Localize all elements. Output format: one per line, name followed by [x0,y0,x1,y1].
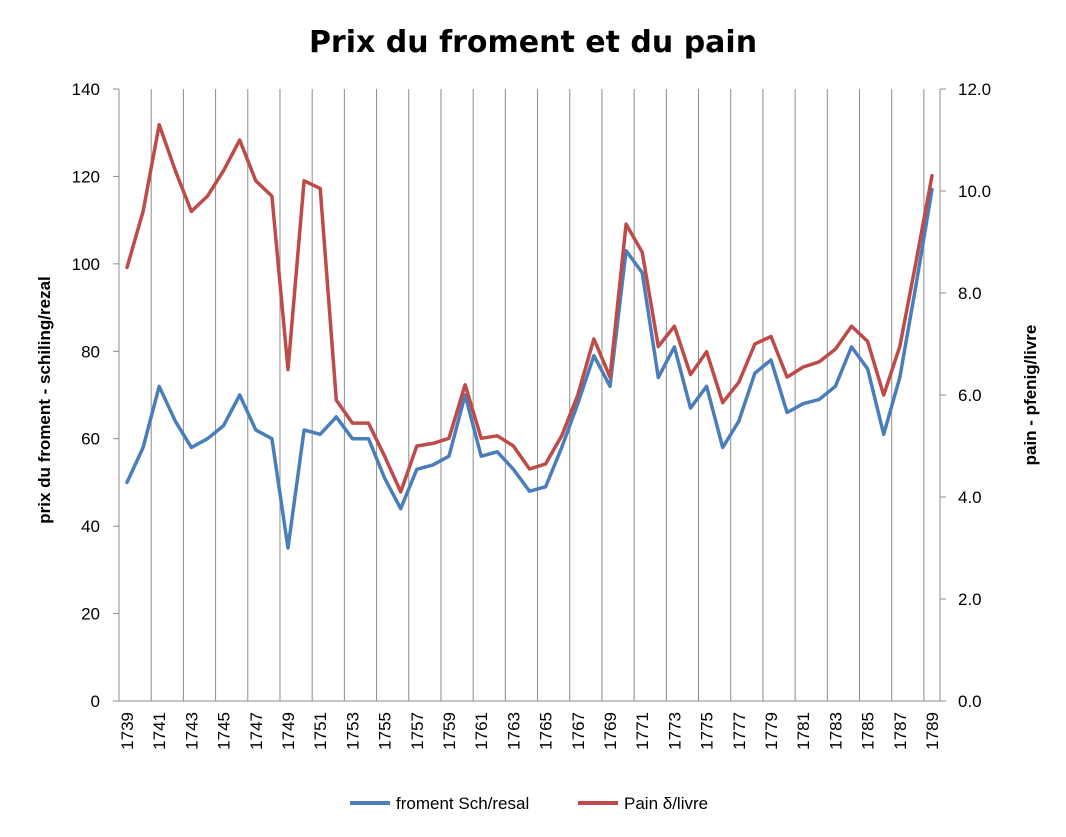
right-tick-label: 10.0 [958,182,991,201]
legend-label-pain: Pain δ/livre [624,794,708,813]
left-tick-label: 40 [81,517,100,536]
x-tick-label: 1747 [247,712,266,750]
right-tick-label: 4.0 [958,488,982,507]
right-axis-ticks: 0.0 2.0 4.0 6.0 8.0 10.0 12.0 [940,80,991,711]
x-tick-label: 1749 [279,712,298,750]
left-tick-label: 20 [81,605,100,624]
series [125,122,934,550]
left-axis-ticks: 0 20 40 60 80 100 120 140 [72,80,119,711]
x-tick-label: 1763 [504,712,523,750]
x-tick-label: 1739 [118,712,137,750]
x-tick-label: 1787 [891,712,910,750]
legend-label-froment: froment Sch/resal [396,794,529,813]
left-tick-label: 60 [81,430,100,449]
x-tick-label: 1753 [343,712,362,750]
x-tick-label: 1759 [440,712,459,750]
x-tick-label: 1771 [633,712,652,750]
x-tick-label: 1765 [537,712,556,750]
left-tick-label: 80 [81,342,100,361]
right-tick-label: 8.0 [958,284,982,303]
x-tick-label: 1761 [472,712,491,750]
x-tick-label: 1769 [601,712,620,750]
gridlines [118,89,925,701]
right-tick-label: 2.0 [958,590,982,609]
x-axis-ticks: 1739 1741 1743 1745 1747 1749 1751 1753 1755 1757… [118,712,942,750]
series-line-0 [125,187,934,550]
x-tick-label: 1741 [150,712,169,750]
legend: froment Sch/resal Pain δ/livre [350,794,708,813]
x-tick-label: 1757 [408,712,427,750]
x-tick-label: 1745 [215,712,234,750]
left-tick-label: 100 [72,255,100,274]
series-line-1 [125,122,934,494]
axes [118,89,941,702]
x-tick-label: 1743 [182,712,201,750]
left-axis-title: prix du froment - schiling/rezal [35,276,54,523]
left-tick-label: 0 [91,692,100,711]
right-tick-label: 0.0 [958,692,982,711]
left-tick-label: 120 [72,167,100,186]
right-axis-title: pain - pfenig/livre [1021,325,1040,466]
x-tick-label: 1783 [826,712,845,750]
x-tick-label: 1781 [794,712,813,750]
x-tick-label: 1767 [569,712,588,750]
x-tick-label: 1751 [311,712,330,750]
x-tick-label: 1775 [698,712,717,750]
x-tick-label: 1773 [665,712,684,750]
x-tick-label: 1777 [730,712,749,750]
x-tick-label: 1779 [762,712,781,750]
left-tick-label: 140 [72,80,100,99]
right-tick-label: 12.0 [958,80,991,99]
chart-title: Prix du froment et du pain [309,25,757,60]
x-tick-label: 1789 [923,712,942,750]
right-tick-label: 6.0 [958,386,982,405]
x-tick-label: 1755 [376,712,395,750]
x-tick-label: 1785 [859,712,878,750]
